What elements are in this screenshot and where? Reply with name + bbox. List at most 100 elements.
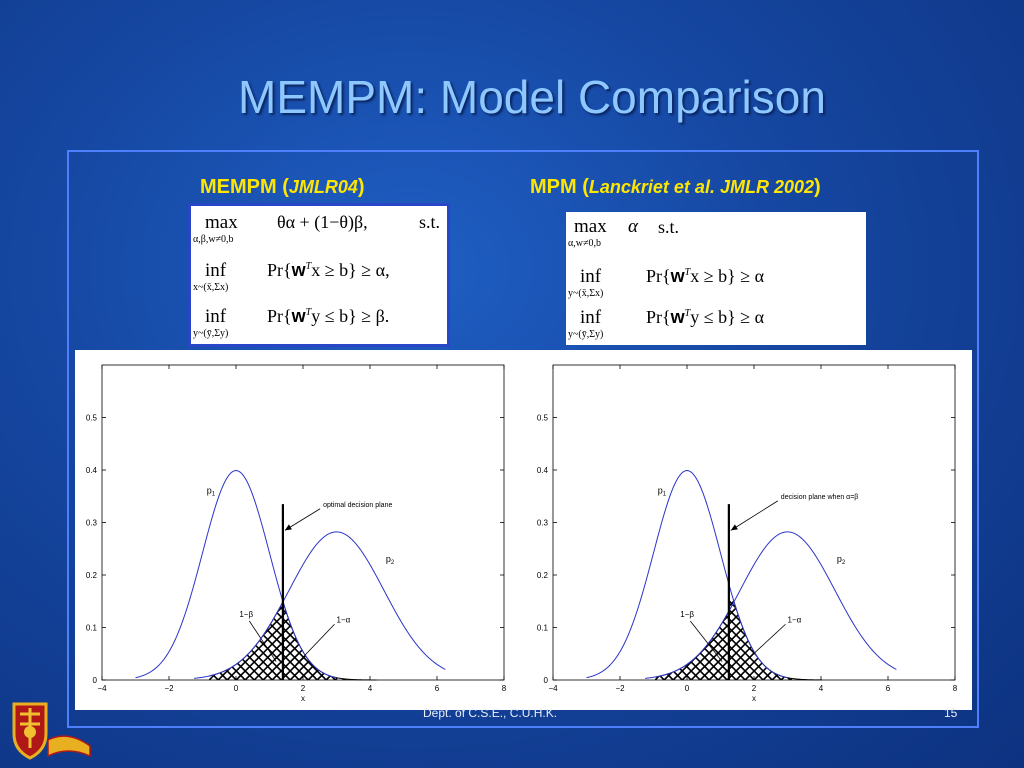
chart1-series-p2-line	[194, 531, 446, 679]
chart2-hatch-line	[863, 600, 943, 680]
chart1-hatch-line	[75, 600, 136, 680]
chart2-hatch-line	[827, 600, 907, 680]
chart2-hatch-line	[530, 600, 610, 680]
chart2-hatch-line	[934, 600, 972, 680]
chart1-hatch-line	[380, 600, 460, 680]
chart1-x-tick-label: 8	[502, 684, 507, 693]
chart1-hatch-line	[399, 600, 479, 680]
chart1-hatch-line	[343, 601, 377, 680]
mempm-row3-w: w	[291, 306, 306, 326]
chart2-hatch-line	[314, 600, 394, 680]
mpm-row3-pre: Pr{	[646, 307, 671, 327]
chart1-hatch-line	[128, 600, 208, 680]
chart1-x-axis-label: x	[301, 694, 305, 703]
chart2-annotation-decision-arrow	[730, 500, 779, 531]
chart2-hatch-line	[655, 599, 665, 680]
chart1-hatch-line	[452, 600, 532, 680]
footer-dept: Dept. of C.S.E., C.U.H.K.	[423, 706, 558, 720]
chart1-hatch-line	[325, 601, 377, 680]
chart1-hatch-line	[416, 600, 496, 680]
chart1-y-tick-label: 0	[93, 676, 98, 685]
chart1-hatch-line	[506, 600, 586, 680]
chart2-annotation-decision-arrowhead	[730, 524, 738, 531]
chart1-series-p2-label: p2	[386, 554, 395, 566]
chart2-x-tick-label: 0	[685, 684, 690, 693]
mempm-row2-expr: Pr{wTx ≥ b} ≥ α,	[267, 260, 390, 281]
chart1-annotation-decision-arrowhead	[284, 524, 292, 531]
chart2-hatch-line	[807, 599, 823, 680]
chart2-hatch-line	[655, 599, 664, 680]
chart1-hatch-line	[515, 600, 595, 680]
mpm-row3-sub: y~(ȳ,Σy)	[568, 329, 604, 340]
mpm-heading-cite: Lanckriet et al. JMLR 2002	[588, 177, 814, 197]
chart1-hatch-line	[480, 600, 560, 680]
chart2-hatch-region	[314, 599, 972, 680]
chart2-hatch-line	[404, 600, 484, 680]
mempm-row2-w: w	[291, 260, 306, 280]
chart2-annotation-decision: decision plane when α=β	[781, 494, 859, 501]
chart2-hatch-line	[798, 599, 823, 680]
chart2-hatch-line	[439, 600, 519, 680]
chart1-x-tick-label: 4	[368, 684, 373, 693]
chart2-hatch-line	[440, 600, 520, 680]
chart1-hatch-line	[209, 601, 246, 680]
chart1-hatch-line	[334, 601, 377, 680]
chart2-hatch-line	[808, 599, 823, 680]
chart2-hatch-line	[395, 600, 475, 680]
chart2-hatch-line	[880, 600, 960, 680]
chart1-y-tick-label: 0.4	[86, 466, 98, 475]
chart2-hatch-line	[467, 600, 547, 680]
mpm-row2-op: inf	[580, 266, 602, 287]
chart2-hatch-line	[529, 600, 609, 680]
chart2-series-p2-label: p2	[837, 554, 846, 566]
chart1-hatch-line	[75, 600, 119, 680]
chart1-hatch-line	[75, 600, 146, 680]
chart2-hatch-line	[458, 600, 538, 680]
chart1-hatch-line	[75, 600, 109, 680]
chart2-hatch-line	[744, 599, 823, 680]
mempm-row1-op: max	[205, 212, 238, 233]
chart1-x-tick-label: 0	[234, 684, 239, 693]
chart2-hatch-line	[799, 599, 823, 680]
mpm-row1-var: α	[628, 216, 638, 237]
chart1-hatch-line	[398, 600, 478, 680]
mpm-heading-close: )	[814, 176, 821, 198]
mempm-row2-post: x ≥ b} ≥ α,	[311, 260, 390, 280]
chart1-annotation-1-beta: 1−β	[239, 610, 253, 619]
chart1-hatch-line	[75, 600, 91, 680]
chart2-hatch-line	[943, 600, 972, 680]
chart2-hatch-line	[512, 600, 592, 680]
slide-title: MEMPM: Model Comparison	[238, 71, 826, 123]
chart2-hatch-line	[836, 600, 916, 680]
chart2-hatch-line	[763, 599, 823, 680]
chart2-hatch-line	[484, 600, 564, 680]
chart2-hatch-line	[385, 600, 465, 680]
chart1-series-p1-sub: 1	[212, 492, 216, 498]
chart2-hatch-line	[844, 600, 924, 680]
chart2-hatch-line	[422, 600, 502, 680]
chart2-hatch-line	[655, 599, 674, 680]
chart2-hatch-line	[816, 599, 823, 680]
chart2-hatch-line	[503, 600, 583, 680]
chart1-hatch-line	[551, 600, 631, 680]
chart1-hatch-line	[542, 600, 622, 680]
mpm-row2-expr: Pr{wTx ≥ b} ≥ α	[646, 266, 764, 287]
chart2-hatch-line	[332, 600, 412, 680]
chart2-hatch-line	[341, 600, 421, 680]
chart2-hatch-line	[655, 599, 691, 680]
mempm-row1-st: s.t.	[419, 212, 441, 232]
chart2-hatch-line	[449, 600, 529, 680]
chart1-y-tick-label: 0.3	[86, 519, 98, 528]
chart1-annotation-decision-arrow	[284, 508, 321, 531]
chart2-hatch-line	[898, 600, 972, 680]
chart2-hatch-line	[871, 600, 951, 680]
chart2-hatch-line	[557, 600, 637, 680]
mpm-row3-op: inf	[580, 307, 602, 328]
chart1-series-p1-label: p1	[207, 486, 216, 498]
chart2-hatch-line	[412, 600, 492, 680]
chart1-hatch-line	[110, 600, 190, 680]
chart1-hatch-line	[84, 600, 164, 680]
chart1-hatch-line	[102, 600, 182, 680]
chart1-hatch-line	[335, 601, 377, 680]
mpm-row2-sub: y~(x̄,Σx)	[568, 288, 604, 299]
